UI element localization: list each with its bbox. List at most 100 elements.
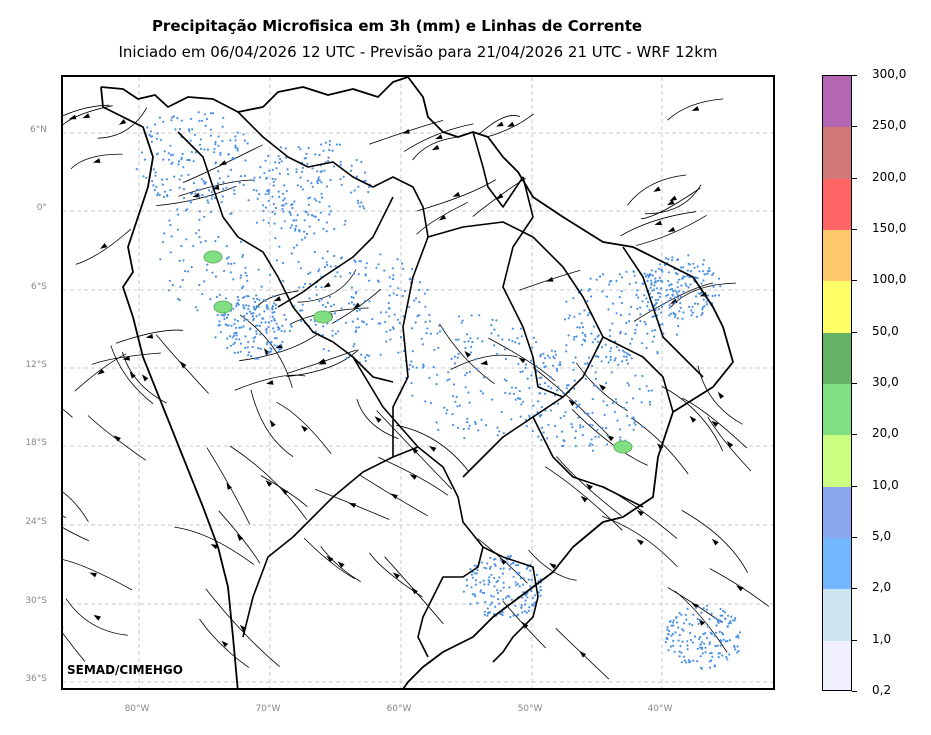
rain-dot (457, 352, 460, 355)
rain-dot (488, 576, 491, 579)
rain-dot (646, 305, 649, 308)
rain-dot (260, 285, 263, 288)
rain-dot (313, 232, 316, 235)
rain-dot (531, 346, 534, 349)
rain-dot (313, 250, 316, 254)
rain-dot (669, 312, 673, 315)
rain-dot (708, 267, 711, 270)
rain-dot (735, 635, 738, 639)
rain-dot (355, 290, 358, 293)
lon-label-60w: 60°W (386, 704, 412, 714)
rain-dot (717, 294, 721, 297)
rain-dot (497, 334, 500, 337)
rain-dot (290, 252, 293, 255)
streamline-arrow (435, 134, 443, 140)
rain-dot (628, 320, 631, 323)
rain-dot (315, 293, 318, 296)
rain-dot (702, 633, 705, 636)
rain-dot (274, 307, 277, 310)
rain-dot (596, 429, 599, 432)
rain-dot (537, 435, 540, 438)
colorbar-segment (823, 537, 851, 590)
rain-dot (243, 174, 247, 177)
rain-dot (706, 294, 710, 297)
rain-dot (626, 382, 629, 385)
rain-dot (498, 430, 501, 433)
rain-dot (146, 126, 149, 129)
rain-dot (727, 614, 730, 617)
rain-dot (345, 357, 348, 360)
rain-dot (692, 613, 695, 616)
rain-dot (674, 313, 677, 316)
colorbar-tick (852, 588, 857, 590)
rain-dot (186, 158, 189, 162)
rain-dot (311, 167, 314, 170)
rain-dot (490, 324, 493, 327)
rain-dot (356, 199, 359, 202)
rain-dot (716, 644, 719, 647)
rain-dot (469, 337, 472, 340)
rain-dot (660, 305, 664, 308)
rain-dot (223, 317, 226, 320)
rain-dot (730, 615, 733, 618)
lat-label-12s: 12°S (25, 360, 47, 370)
rain-dot (681, 277, 684, 280)
rain-dot (515, 584, 518, 587)
rain-dot (531, 430, 534, 433)
colorbar-tick (852, 691, 857, 692)
rain-dot (232, 334, 236, 337)
rain-dot (591, 364, 594, 368)
rain-dot (659, 279, 662, 282)
rain-dot (470, 314, 473, 317)
rain-dot (244, 271, 247, 274)
rain-dot (333, 312, 337, 315)
streamline-arrow (63, 627, 64, 629)
rain-dot (205, 117, 209, 121)
rain-dot (573, 335, 576, 339)
streamline-arrow (113, 435, 121, 442)
rain-dot (620, 290, 623, 293)
rain-dot (565, 344, 568, 347)
rain-dot (489, 565, 492, 569)
colorbar-tick (852, 537, 857, 538)
rain-dot (493, 563, 496, 566)
country-borders (177, 111, 704, 663)
streamline-arrow (68, 114, 77, 120)
rain-dot (263, 172, 266, 175)
rain-dot (488, 581, 491, 584)
rain-dot (591, 449, 595, 452)
rain-dot (686, 269, 689, 272)
rain-dot (428, 313, 431, 316)
rain-dot (493, 576, 496, 580)
rain-dot (240, 326, 243, 329)
streamline-arrow (82, 113, 90, 119)
colorbar-tick (852, 331, 857, 333)
streamline-arrow (141, 374, 149, 382)
streamline (416, 201, 468, 235)
rain-dot (329, 210, 332, 213)
rain-dot (719, 285, 722, 288)
rain-dot (306, 179, 309, 182)
lat-label-30s: 30°S (25, 596, 47, 606)
rain-dot (677, 626, 680, 629)
rain-dot (246, 279, 249, 282)
rain-dot (256, 297, 259, 300)
rain-dot (664, 263, 667, 267)
streamline (250, 389, 294, 458)
rain-dot (471, 576, 474, 579)
streamline-arrow (280, 488, 289, 495)
streamline-arrow (390, 493, 398, 500)
rain-dot (221, 139, 224, 143)
rain-dot (274, 161, 277, 164)
rain-dot (702, 279, 705, 282)
rain-dot (475, 367, 478, 371)
rain-dot (200, 177, 203, 181)
streamline-arrow (689, 415, 697, 423)
rain-dot (688, 622, 691, 626)
rain-dot (234, 146, 237, 149)
rain-dot (155, 185, 158, 188)
streamline-arrow (429, 446, 437, 452)
rain-dot (495, 580, 498, 584)
rain-dot (647, 274, 651, 277)
rain-dot (265, 189, 269, 192)
